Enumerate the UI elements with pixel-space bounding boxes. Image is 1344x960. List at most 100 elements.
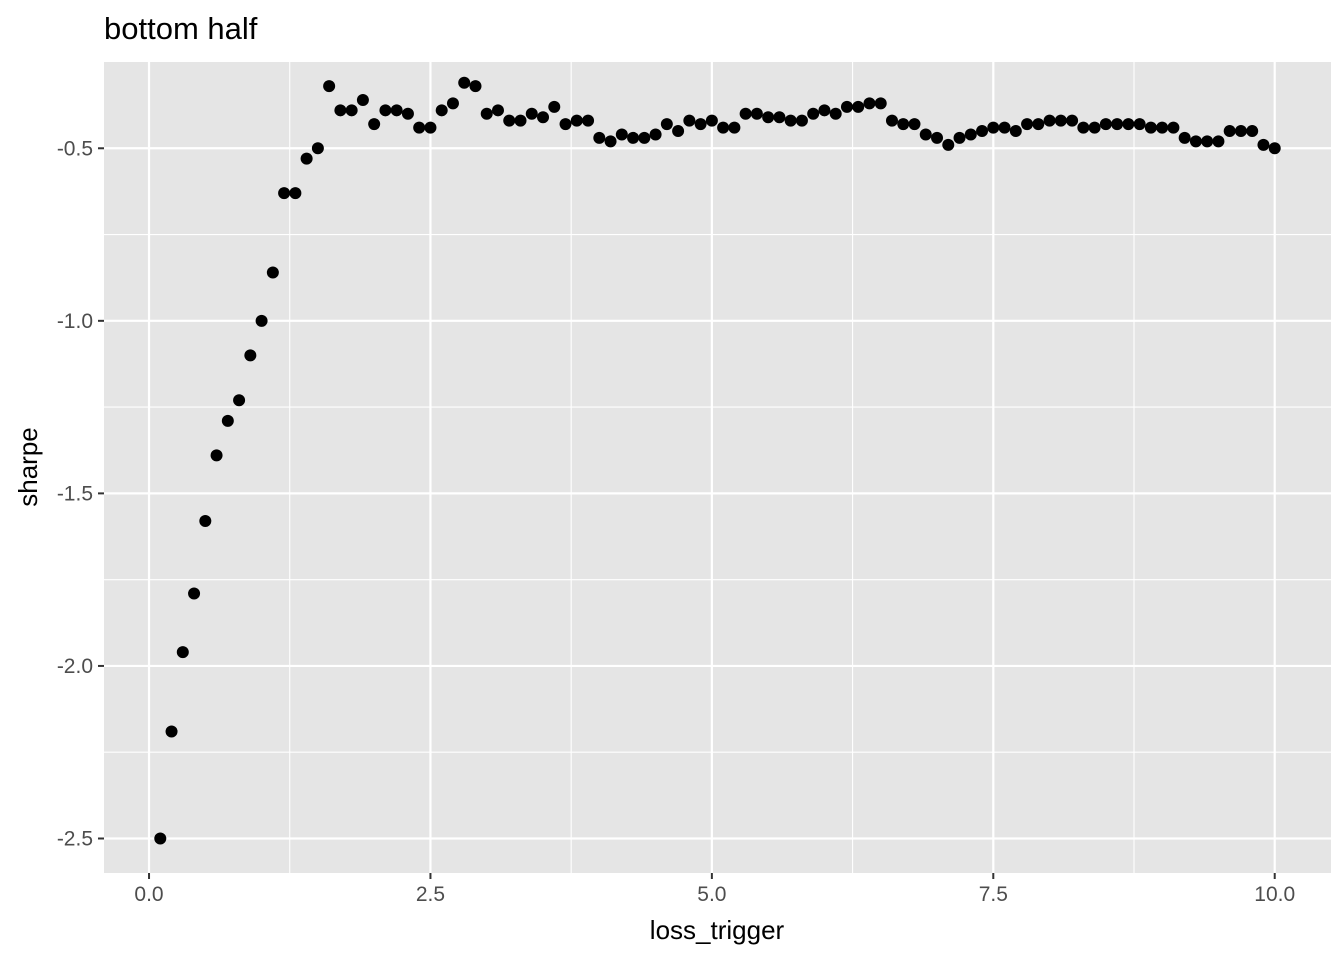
data-point [885, 114, 898, 127]
data-point [334, 104, 347, 117]
data-point [1156, 121, 1169, 134]
data-point [244, 349, 257, 362]
data-points [154, 76, 1281, 845]
data-point [390, 104, 403, 117]
data-point [1099, 118, 1112, 131]
data-point [660, 118, 673, 131]
data-point [503, 114, 516, 127]
data-point [874, 97, 887, 110]
x-tick-label: 2.5 [416, 883, 445, 906]
minor-gridlines [104, 62, 1331, 873]
data-point [537, 111, 550, 124]
data-point [795, 114, 808, 127]
data-point [1246, 125, 1259, 138]
data-point [289, 187, 302, 200]
data-point [638, 131, 651, 144]
y-tick-label: -2.0 [57, 655, 93, 678]
x-tick-label: 7.5 [979, 883, 1008, 906]
data-point [188, 587, 201, 600]
data-point [1189, 135, 1202, 148]
y-tick-label: -1.0 [57, 310, 93, 333]
data-point [559, 118, 572, 131]
y-tick-label: -0.5 [57, 137, 93, 160]
data-point [1077, 121, 1090, 134]
data-point [627, 131, 640, 144]
data-point [1234, 125, 1247, 138]
x-tick-label: 0.0 [134, 883, 163, 906]
data-point [919, 128, 932, 141]
data-point [750, 107, 763, 120]
data-point [570, 114, 583, 127]
data-point [266, 266, 279, 279]
data-point [897, 118, 910, 131]
data-point [233, 394, 246, 407]
data-point [176, 646, 189, 659]
data-point [964, 128, 977, 141]
data-point [368, 118, 381, 131]
data-point [863, 97, 876, 110]
data-point [582, 114, 595, 127]
data-point [807, 107, 820, 120]
data-point [514, 114, 527, 127]
data-point [762, 111, 775, 124]
data-point [1043, 114, 1056, 127]
data-point [210, 449, 223, 462]
data-point [424, 121, 437, 134]
major-gridlines [104, 62, 1331, 873]
y-axis: -2.5 -2.0 -1.5 -1.0 -0.5 [57, 137, 104, 850]
data-point [1212, 135, 1225, 148]
data-point [1167, 121, 1180, 134]
data-point [1223, 125, 1236, 138]
chart-title: bottom half [104, 11, 258, 46]
data-point [323, 80, 336, 93]
data-point [345, 104, 358, 117]
data-point [480, 107, 493, 120]
data-point [728, 121, 741, 134]
data-point [1201, 135, 1214, 148]
data-point [739, 107, 752, 120]
data-point [165, 725, 178, 738]
data-point [953, 131, 966, 144]
data-point [1257, 138, 1270, 151]
data-point [300, 152, 313, 165]
data-point [1133, 118, 1146, 131]
data-point [649, 128, 662, 141]
data-point [829, 107, 842, 120]
data-point [998, 121, 1011, 134]
data-point [221, 414, 234, 427]
data-point [705, 114, 718, 127]
data-point [694, 118, 707, 131]
data-point [278, 187, 291, 200]
data-point [413, 121, 426, 134]
data-point [908, 118, 921, 131]
data-point [1054, 114, 1067, 127]
data-point [818, 104, 831, 117]
data-point [1009, 125, 1022, 138]
y-tick-label: -2.5 [57, 827, 93, 850]
data-point [379, 104, 392, 117]
data-point [1111, 118, 1124, 131]
data-point [469, 80, 482, 93]
data-point [548, 100, 561, 113]
data-point [1178, 131, 1191, 144]
data-point [683, 114, 696, 127]
data-point [356, 93, 369, 106]
data-point [446, 97, 459, 110]
data-point [976, 125, 989, 138]
data-point [255, 314, 268, 327]
data-point [525, 107, 538, 120]
data-point [672, 125, 685, 138]
data-point [199, 514, 212, 527]
data-point [1066, 114, 1079, 127]
data-point [773, 111, 786, 124]
data-point [1144, 121, 1157, 134]
data-point [458, 76, 471, 89]
data-point [931, 131, 944, 144]
data-point [852, 100, 865, 113]
x-axis: 0.0 2.5 5.0 7.5 10.0 [134, 873, 1295, 906]
plot-panel [104, 62, 1331, 873]
data-point [1021, 118, 1034, 131]
data-point [491, 104, 504, 117]
x-axis-title: loss_trigger [650, 915, 785, 945]
